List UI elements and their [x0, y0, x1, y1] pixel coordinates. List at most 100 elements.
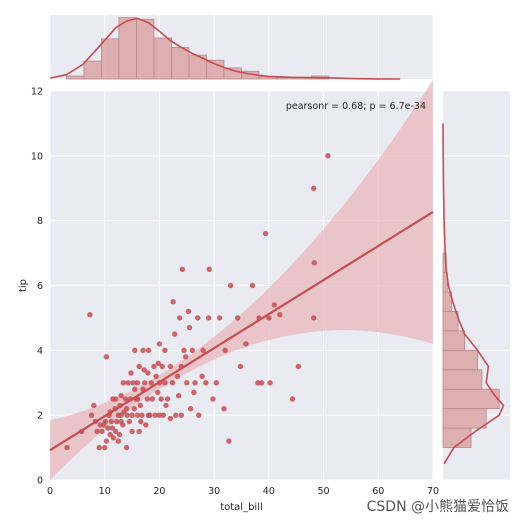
scatter-point: [87, 312, 93, 318]
top-hist-bar: [83, 60, 102, 80]
scatter-point: [129, 412, 135, 418]
scatter-point: [175, 393, 182, 399]
y-tick-label: 10: [31, 151, 43, 162]
right-hist-bar: [442, 330, 466, 351]
scatter-point: [96, 444, 102, 451]
scatter-point: [123, 406, 130, 412]
scatter-point: [213, 380, 219, 386]
scatter-point: [210, 396, 216, 402]
scatter-point: [129, 428, 135, 435]
pearson-annotation: pearsonr = 0.68; p = 6.7e-34: [286, 101, 426, 112]
scatter-point: [174, 373, 181, 379]
scatter-point: [196, 412, 202, 418]
scatter-point: [195, 315, 201, 321]
scatter-point: [203, 380, 209, 386]
scatter-point: [156, 412, 163, 418]
scatter-point: [173, 412, 179, 418]
top-hist-bar: [153, 37, 172, 80]
scatter-point: [88, 412, 95, 418]
right-hist-bar: [442, 408, 487, 429]
scatter-point: [136, 363, 142, 370]
scatter-point: [64, 444, 70, 451]
scatter-point: [109, 425, 116, 431]
scatter-point: [142, 380, 148, 386]
scatter-point: [145, 412, 152, 418]
scatter-point: [249, 282, 256, 289]
scatter-point: [145, 370, 151, 376]
y-tick-label: 6: [37, 281, 43, 292]
scatter-point: [94, 428, 100, 435]
scatter-point: [235, 315, 241, 321]
scatter-point: [118, 393, 124, 399]
scatter-point: [163, 402, 169, 409]
scatter-point: [200, 347, 206, 353]
scatter-point: [125, 380, 131, 386]
scatter-point: [108, 418, 115, 425]
scatter-point: [167, 415, 174, 422]
scatter-point: [266, 315, 272, 321]
scatter-point: [102, 418, 109, 425]
scatter-point: [134, 380, 141, 386]
scatter-point: [311, 260, 317, 266]
scatter-point: [181, 347, 187, 353]
scatter-point: [141, 367, 147, 373]
top-hist-bar: [135, 18, 155, 80]
scatter-point: [183, 354, 189, 360]
scatter-point: [222, 347, 228, 353]
scatter-point: [130, 380, 136, 386]
scatter-point: [206, 315, 212, 321]
scatter-point: [113, 428, 119, 435]
scatter-point: [243, 341, 249, 347]
scatter-point: [144, 396, 151, 402]
scatter-point: [124, 412, 130, 418]
scatter-point: [132, 386, 138, 392]
scatter-point: [151, 363, 157, 370]
scatter-point: [91, 402, 97, 409]
right-marginal-histogram: [442, 252, 500, 448]
scatter-point: [199, 373, 205, 379]
scatter-points: [64, 153, 331, 451]
right-hist-bar: [442, 310, 459, 332]
scatter-point: [122, 396, 129, 402]
top-hist-bar: [66, 75, 85, 80]
scatter-point: [131, 406, 137, 412]
scatter-point: [267, 380, 273, 386]
y-tick-label: 2: [37, 411, 43, 422]
x-tick-label: 20: [153, 486, 165, 497]
x-tick-label: 30: [208, 486, 220, 497]
scatter-point: [178, 412, 184, 418]
right-hist-bar: [442, 349, 478, 371]
scatter-point: [226, 438, 232, 444]
y-tick-label: 8: [37, 216, 43, 227]
right-hist-bar: [442, 369, 483, 390]
scatter-point: [295, 363, 302, 370]
scatter-point: [160, 412, 166, 418]
scatter-point: [118, 418, 124, 425]
y-tick-label: 4: [37, 346, 43, 357]
scatter-point: [99, 428, 105, 435]
scatter-point: [237, 363, 244, 370]
scatter-point: [179, 266, 186, 272]
x-tick-label: 0: [47, 486, 53, 497]
scatter-point: [155, 360, 161, 366]
scatter-point: [262, 230, 269, 237]
scatter-point: [132, 347, 138, 353]
x-tick-label: 60: [372, 486, 384, 497]
scatter-point: [143, 422, 149, 428]
scatter-point: [187, 406, 194, 412]
scatter-point: [155, 389, 161, 396]
scatter-point: [149, 396, 155, 402]
regression-line: [49, 210, 434, 452]
scatter-point: [158, 396, 164, 402]
scatter-point: [289, 396, 296, 402]
right-hist-bar: [442, 388, 500, 410]
scatter-point: [259, 380, 265, 386]
x-tick-label: 70: [427, 486, 439, 497]
scatter-point: [162, 380, 168, 386]
scatter-point: [136, 428, 142, 435]
scatter-point: [221, 406, 227, 412]
x-axis-label: total_bill: [220, 502, 263, 513]
scatter-point: [128, 370, 134, 376]
scatter-point: [138, 418, 144, 425]
